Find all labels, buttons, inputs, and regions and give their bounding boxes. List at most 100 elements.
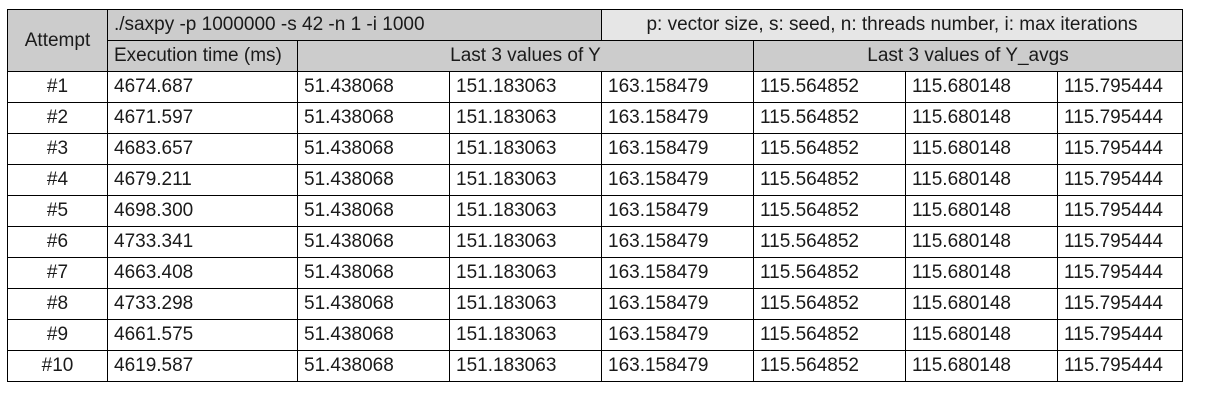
time-cell: 4698.300 [107,195,298,227]
table-row: #7 4663.408 51.438068 151.183063 163.158479 1… [7,257,1183,289]
y-cell: 151.183063 [449,350,602,382]
table-row: #2 4671.597 51.438068 151.183063 163.158479 1… [7,102,1183,134]
time-cell: 4674.687 [107,71,298,103]
yavg-cell: 115.795444 [1057,195,1183,227]
yavg-cell: 115.795444 [1057,288,1183,320]
exec-time-header: Execution time (ms) [107,40,298,72]
y-cell: 163.158479 [601,226,754,258]
yavg-cell: 115.564852 [753,319,906,351]
yavg-cell: 115.680148 [905,319,1058,351]
y-cell: 151.183063 [449,257,602,289]
yavg-cell: 115.564852 [753,257,906,289]
y-cell: 151.183063 [449,288,602,320]
y-cell: 51.438068 [297,226,450,258]
time-cell: 4733.298 [107,288,298,320]
attempt-cell: #4 [7,164,108,196]
table-body: #1 4674.687 51.438068 151.183063 163.158479 1… [7,71,1183,382]
yavg-cell: 115.680148 [905,226,1058,258]
y-cell: 51.438068 [297,164,450,196]
attempt-cell: #8 [7,288,108,320]
table-row: #4 4679.211 51.438068 151.183063 163.158479 1… [7,164,1183,196]
yavg-cell: 115.564852 [753,226,906,258]
y-cell: 163.158479 [601,71,754,103]
yavg-cell: 115.795444 [1057,164,1183,196]
yavg-cell: 115.680148 [905,288,1058,320]
y-cell: 151.183063 [449,319,602,351]
attempt-header: Attempt [7,9,108,72]
attempt-cell: #5 [7,195,108,227]
yavg-cell: 115.564852 [753,71,906,103]
y-cell: 163.158479 [601,195,754,227]
yavg-cell: 115.680148 [905,350,1058,382]
y-cell: 51.438068 [297,195,450,227]
yavg-cell: 115.564852 [753,288,906,320]
time-cell: 4661.575 [107,319,298,351]
yavg-cell: 115.564852 [753,164,906,196]
y-cell: 163.158479 [601,350,754,382]
yavg-cell: 115.564852 [753,102,906,134]
y-cell: 51.438068 [297,288,450,320]
attempt-cell: #6 [7,226,108,258]
yavg-cell: 115.680148 [905,257,1058,289]
time-cell: 4683.657 [107,133,298,165]
y-cell: 51.438068 [297,319,450,351]
yavg-cell: 115.680148 [905,133,1058,165]
table-row: #9 4661.575 51.438068 151.183063 163.158479 1… [7,319,1183,351]
time-cell: 4619.587 [107,350,298,382]
y-cell: 151.183063 [449,133,602,165]
y-cell: 51.438068 [297,102,450,134]
command-header: ./saxpy -p 1000000 -s 42 -n 1 -i 1000 [107,9,602,41]
yavg-cell: 115.795444 [1057,71,1183,103]
yavg-cell: 115.564852 [753,350,906,382]
table-row: #8 4733.298 51.438068 151.183063 163.158479 1… [7,288,1183,320]
y-cell: 163.158479 [601,164,754,196]
yavg-cell: 115.680148 [905,71,1058,103]
attempt-cell: #1 [7,71,108,103]
yavg-cell: 115.680148 [905,164,1058,196]
yavg-cell: 115.795444 [1057,102,1183,134]
attempt-cell: #9 [7,319,108,351]
attempt-cell: #3 [7,133,108,165]
yavg-cell: 115.795444 [1057,257,1183,289]
y-cell: 51.438068 [297,71,450,103]
table-row: #5 4698.300 51.438068 151.183063 163.158479 1… [7,195,1183,227]
y-cell: 51.438068 [297,257,450,289]
yavg-cell: 115.795444 [1057,133,1183,165]
yavg-cell: 115.564852 [753,195,906,227]
table-row: #3 4683.657 51.438068 151.183063 163.158479 1… [7,133,1183,165]
header-row-2: Execution time (ms) Last 3 values of Y L… [8,40,1183,72]
time-cell: 4679.211 [107,164,298,196]
y-cell: 163.158479 [601,319,754,351]
yavg-cell: 115.680148 [905,102,1058,134]
results-table: Attempt ./saxpy -p 1000000 -s 42 -n 1 -i… [7,9,1183,382]
y-cell: 151.183063 [449,226,602,258]
table-row: #1 4674.687 51.438068 151.183063 163.158479 1… [7,71,1183,103]
yavg-cell: 115.795444 [1057,226,1183,258]
time-cell: 4671.597 [107,102,298,134]
yavg-cell: 115.564852 [753,133,906,165]
last-yavgs-header: Last 3 values of Y_avgs [753,40,1183,72]
y-cell: 151.183063 [449,164,602,196]
y-cell: 163.158479 [601,257,754,289]
time-cell: 4663.408 [107,257,298,289]
table-row: #10 4619.587 51.438068 151.183063 163.158479… [7,350,1183,382]
y-cell: 151.183063 [449,102,602,134]
y-cell: 163.158479 [601,133,754,165]
y-cell: 151.183063 [449,195,602,227]
yavg-cell: 115.795444 [1057,350,1183,382]
time-cell: 4733.341 [107,226,298,258]
y-cell: 51.438068 [297,133,450,165]
yavg-cell: 115.680148 [905,195,1058,227]
attempt-cell: #7 [7,257,108,289]
legend-header: p: vector size, s: seed, n: threads numb… [601,9,1183,41]
yavg-cell: 115.795444 [1057,319,1183,351]
y-cell: 163.158479 [601,102,754,134]
y-cell: 163.158479 [601,288,754,320]
attempt-cell: #2 [7,102,108,134]
y-cell: 151.183063 [449,71,602,103]
last-y-header: Last 3 values of Y [297,40,754,72]
y-cell: 51.438068 [297,350,450,382]
header-row-1: Attempt ./saxpy -p 1000000 -s 42 -n 1 -i… [7,9,1183,72]
table-row: #6 4733.341 51.438068 151.183063 163.158479 1… [7,226,1183,258]
attempt-cell: #10 [7,350,108,382]
